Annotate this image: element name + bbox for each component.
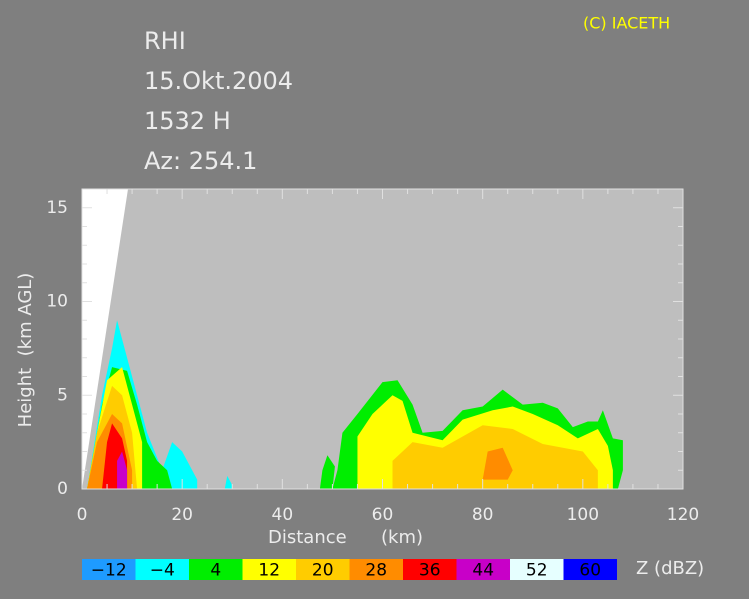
annotation: 15.Okt.2004 — [144, 67, 293, 95]
x-tick-label: 0 — [77, 505, 88, 525]
colorbar-box — [82, 559, 136, 580]
echo-region — [319, 455, 335, 489]
annotation: RHI — [144, 27, 186, 55]
colorbar-box — [242, 559, 296, 580]
x-tick-label: 40 — [272, 505, 294, 525]
colorbar-box — [189, 559, 243, 580]
blind-zone — [82, 189, 128, 489]
colorbar-label: Z (dBZ) — [636, 558, 704, 579]
y-tick-label: 0 — [57, 479, 68, 499]
y-tick-label: 15 — [46, 198, 68, 218]
y-tick-label: 5 — [57, 385, 68, 405]
colorbar-label: 12 — [258, 561, 280, 581]
colorbar-box — [456, 559, 510, 580]
colorbar-box — [510, 559, 564, 580]
colorbar-label: −4 — [150, 561, 175, 581]
colorbar-box — [563, 559, 617, 580]
x-tick-label: 120 — [667, 505, 699, 525]
echo-region — [117, 451, 128, 489]
colorbar-label: 52 — [526, 561, 548, 581]
annotation: Az: 254.1 — [144, 147, 257, 175]
colorbar-box — [135, 559, 189, 580]
colorbar-label: 28 — [365, 561, 387, 581]
colorbar-label: −12 — [91, 561, 127, 581]
x-tick-label: 60 — [372, 505, 394, 525]
x-tick-label: 100 — [567, 505, 599, 525]
x-tick-label: 20 — [171, 505, 193, 525]
y-axis-label: Height (km AGL) — [15, 273, 36, 428]
echoes — [87, 320, 623, 489]
colorbar-label: 20 — [312, 561, 334, 581]
colorbar-box — [296, 559, 350, 580]
colorbar-label: 44 — [472, 561, 494, 581]
echo-region — [224, 475, 233, 489]
x-axis-label: Distance (km) — [268, 527, 423, 548]
echo-region — [482, 447, 513, 480]
annotation: 1532 H — [144, 107, 231, 135]
colorbar-box — [403, 559, 457, 580]
colorbar-box — [349, 559, 403, 580]
colorbar-label: 60 — [579, 561, 601, 581]
y-tick-label: 10 — [46, 292, 68, 312]
colorbar-label: 4 — [210, 561, 221, 581]
x-tick-label: 80 — [472, 505, 494, 525]
colorbar-label: 36 — [419, 561, 441, 581]
credit: (C) IACETH — [583, 14, 670, 33]
